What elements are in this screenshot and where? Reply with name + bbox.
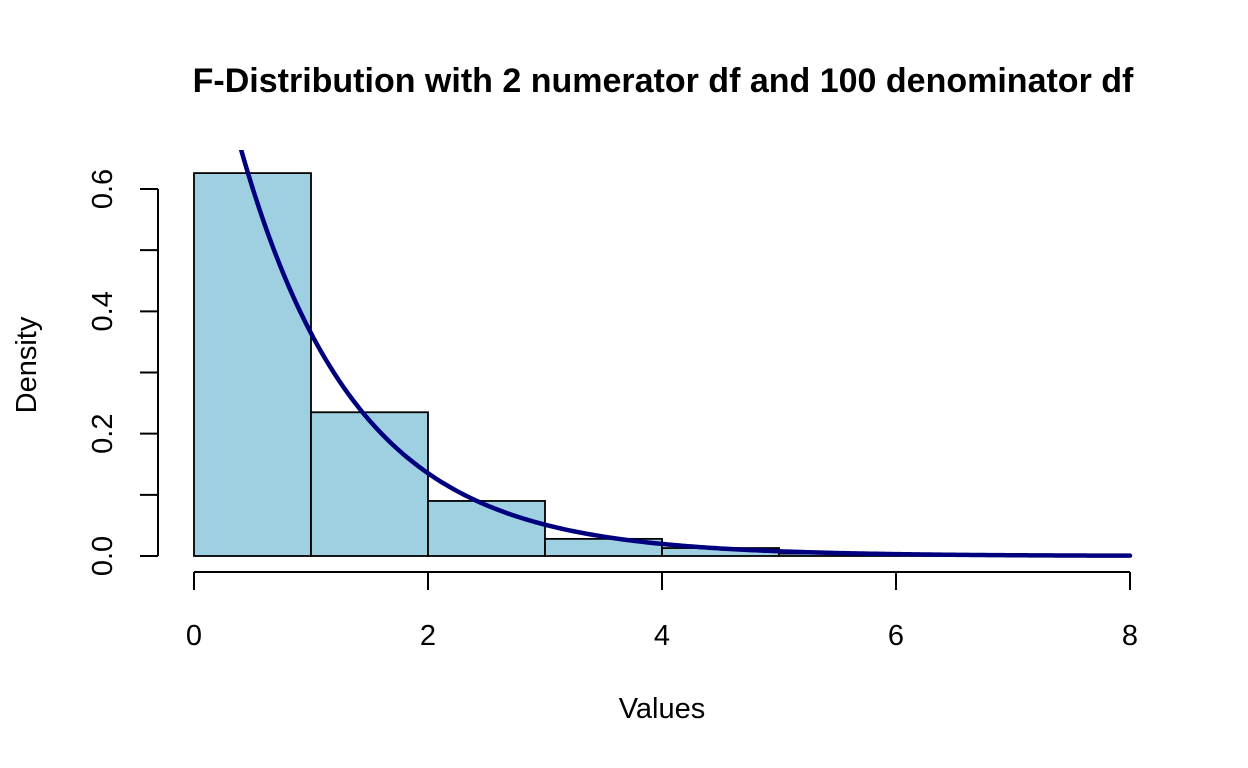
y-axis-label: Density (11, 316, 43, 413)
density-curve (238, 150, 1133, 558)
x-axis: 0 2 4 6 8 (186, 571, 1138, 652)
histogram-bar-3 (427, 500, 546, 557)
x-tick-label-1: 2 (420, 620, 436, 652)
y-tick-label-2: 0.4 (87, 291, 119, 331)
histogram-bars (193, 172, 1014, 557)
density-curve-layer (238, 150, 1133, 558)
x-tick-label-0: 0 (186, 620, 202, 652)
chart-title: F-Distribution with 2 numerator df and 1… (193, 62, 1134, 100)
histogram-bar-2 (310, 411, 429, 557)
x-tick-label-4: 8 (1122, 620, 1138, 652)
y-tick-label-1: 0.2 (87, 414, 119, 454)
y-axis: 0.0 0.2 0.4 0.6 (87, 169, 159, 576)
x-axis-label: Values (619, 693, 706, 725)
y-tick-label-0: 0.0 (87, 536, 119, 576)
y-tick-label-3: 0.6 (87, 169, 119, 209)
x-tick-label-3: 6 (888, 620, 904, 652)
x-tick-label-2: 4 (654, 620, 670, 652)
histogram-bar-1 (193, 172, 312, 557)
